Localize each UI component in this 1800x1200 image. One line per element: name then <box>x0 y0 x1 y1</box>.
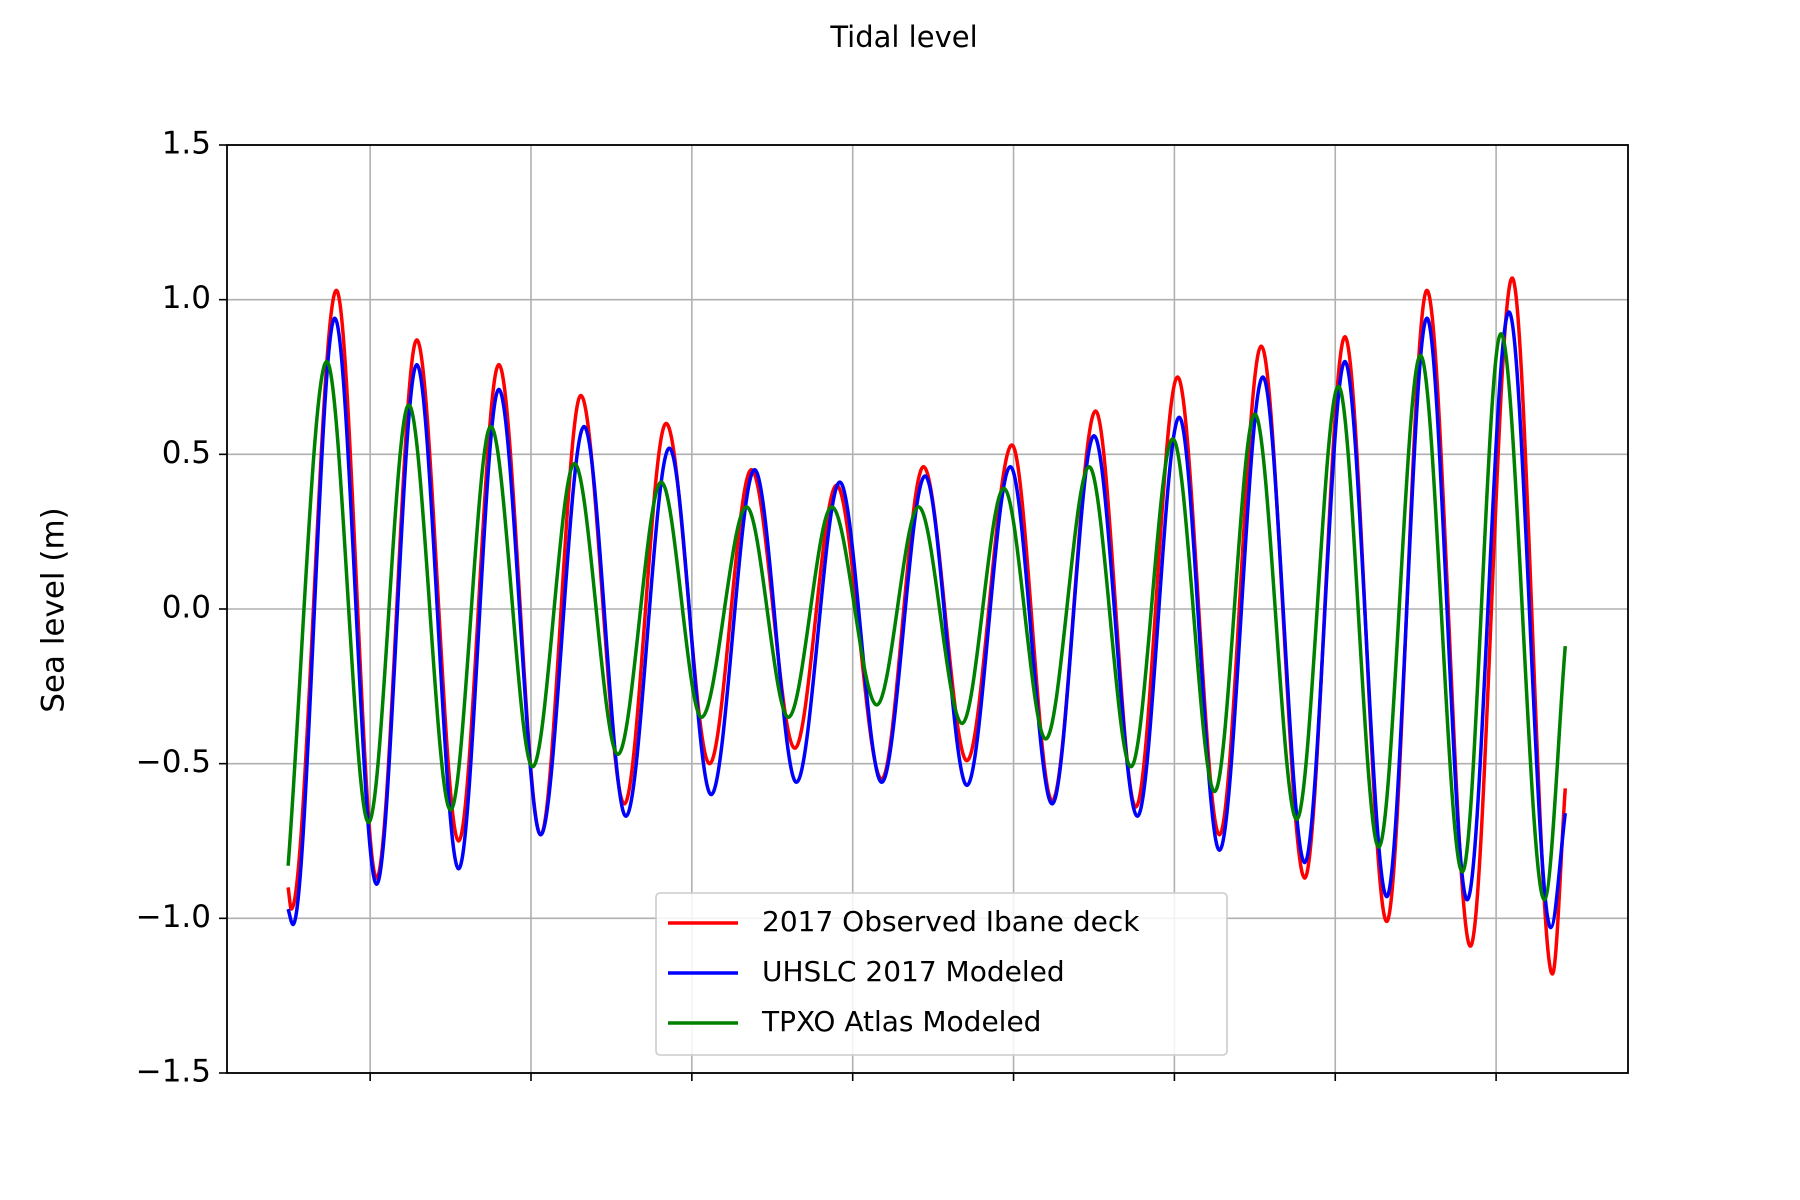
y-tick-label: −1.0 <box>136 899 211 935</box>
data-line <box>286 310 1568 930</box>
legend-label: TPXO Atlas Modeled <box>761 1005 1041 1038</box>
legend-label: 2017 Observed Ibane deck <box>762 905 1140 938</box>
legend-box <box>655 892 1228 1056</box>
y-tick-label: 1.5 <box>162 126 211 162</box>
plot-frame <box>226 144 1629 1074</box>
chart-title: Tidal level <box>829 20 977 54</box>
legend: 2017 Observed Ibane deck UHSLC 2017 Model… <box>655 892 1228 1056</box>
y-tick-label: 0.5 <box>162 435 211 471</box>
y-axis-label: Sea level (m) <box>36 507 72 713</box>
y-tick-label: 1.0 <box>162 280 211 316</box>
y-tick-label: −1.5 <box>136 1054 211 1090</box>
y-tick-label: −0.5 <box>136 744 211 780</box>
legend-label: UHSLC 2017 Modeled <box>762 955 1065 988</box>
y-tick-label: 0.0 <box>162 590 211 626</box>
data-line <box>286 331 1568 902</box>
